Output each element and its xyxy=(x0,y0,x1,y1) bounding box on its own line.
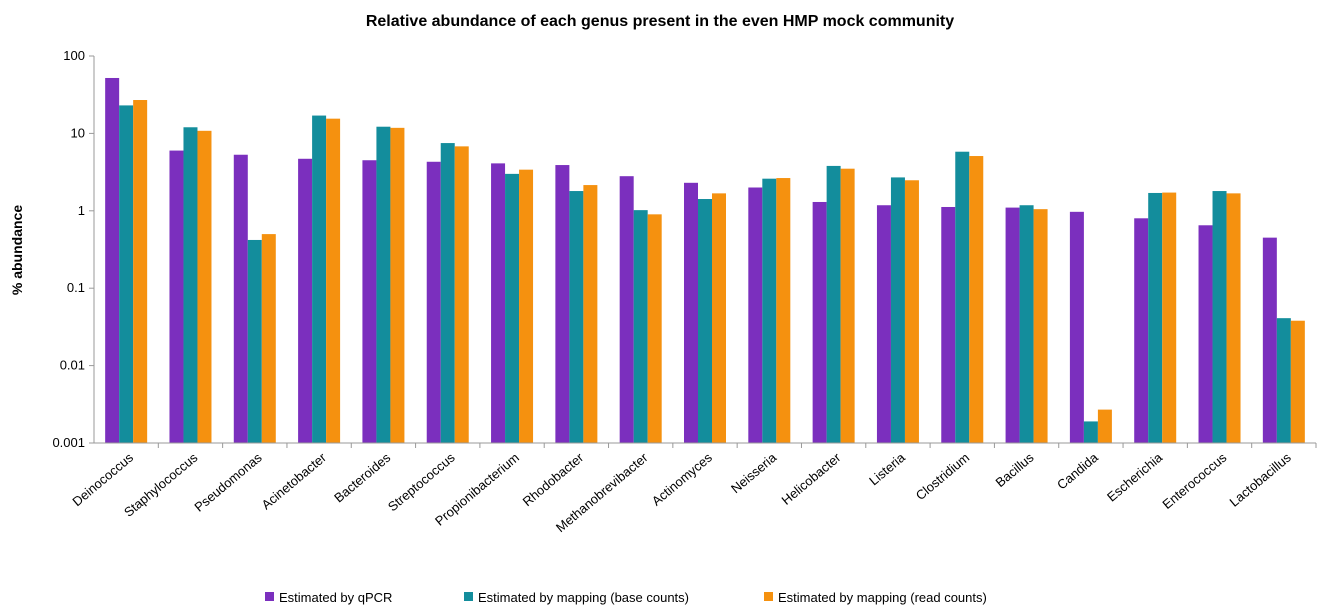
x-axis-labels: DeinococcusStaphylococcusPseudomonasAcin… xyxy=(69,443,1317,535)
bar-staphylococcus-series-3 xyxy=(197,130,212,444)
x-tick-label: Enterococcus xyxy=(1159,449,1229,511)
x-tick-label: Actinomyces xyxy=(649,449,715,508)
x-tick-label: Listeria xyxy=(866,449,908,488)
x-tick-label: Pseudomonas xyxy=(191,449,265,514)
y-axis-label: % abundance xyxy=(9,205,25,295)
bar-enterococcus-series-3 xyxy=(1226,193,1241,443)
bar-escherichia-series-2 xyxy=(1148,192,1163,443)
bar-streptococcus-series-1 xyxy=(426,161,441,444)
x-tick-label: Rhodobacter xyxy=(520,449,587,509)
bar-deinococcus-series-3 xyxy=(133,100,148,443)
bar-pseudomonas-series-1 xyxy=(233,154,248,444)
bar-streptococcus-series-2 xyxy=(440,143,455,443)
bar-clostridium-series-3 xyxy=(969,156,984,444)
bar-enterococcus-series-1 xyxy=(1198,225,1213,443)
bar-helicobacter-series-2 xyxy=(826,165,841,443)
bar-helicobacter-series-1 xyxy=(812,201,827,443)
bar-pseudomonas-series-2 xyxy=(247,239,262,443)
bar-rhodobacter-series-1 xyxy=(555,165,570,443)
bar-staphylococcus-series-2 xyxy=(183,127,198,444)
bar-actinomyces-series-2 xyxy=(698,199,712,443)
legend-label-3: Estimated by mapping (read counts) xyxy=(778,590,987,605)
legend-label-2: Estimated by mapping (base counts) xyxy=(478,590,689,605)
bar-methanobrevibacter-series-1 xyxy=(619,176,634,443)
x-tick-label: Lactobacillus xyxy=(1227,449,1295,509)
bar-actinomyces-series-3 xyxy=(712,193,726,443)
bar-neisseria-series-1 xyxy=(748,187,763,443)
bar-rhodobacter-series-3 xyxy=(583,185,598,443)
bar-actinomyces-series-1 xyxy=(684,182,698,444)
x-tick-label: Bacillus xyxy=(993,449,1037,490)
bar-streptococcus-series-3 xyxy=(454,146,469,443)
y-tick-label: 0.001 xyxy=(52,435,85,450)
bar-deinococcus-series-2 xyxy=(119,105,134,443)
y-tick-label: 1 xyxy=(78,203,85,218)
bar-candida-series-2 xyxy=(1083,421,1098,443)
bar-acinetobacter-series-3 xyxy=(326,118,341,443)
bar-propionibacterium-series-3 xyxy=(519,169,534,444)
bar-escherichia-series-1 xyxy=(1134,218,1149,443)
bar-bacteroides-series-2 xyxy=(376,126,391,443)
bar-acinetobacter-series-2 xyxy=(312,115,327,443)
chart-title: Relative abundance of each genus present… xyxy=(366,13,954,30)
x-tick-label: Candida xyxy=(1054,449,1101,492)
bar-lactobacillus-series-3 xyxy=(1290,320,1305,443)
x-tick-label: Escherichia xyxy=(1104,449,1166,504)
bar-bacillus-series-3 xyxy=(1033,209,1048,443)
bars-group xyxy=(105,77,1305,444)
bar-candida-series-1 xyxy=(1069,211,1084,443)
legend: Estimated by qPCR Estimated by mapping (b… xyxy=(265,590,987,605)
bar-bacteroides-series-1 xyxy=(362,160,377,444)
bar-helicobacter-series-3 xyxy=(840,168,855,443)
bar-clostridium-series-1 xyxy=(941,206,956,443)
bar-rhodobacter-series-2 xyxy=(569,191,584,443)
bar-listeria-series-3 xyxy=(904,180,919,443)
legend-swatch-3 xyxy=(764,592,773,601)
bar-pseudomonas-series-3 xyxy=(261,234,276,443)
x-tick-label: Neisseria xyxy=(728,449,780,496)
x-tick-label: Acinetobacter xyxy=(258,449,329,512)
bar-acinetobacter-series-1 xyxy=(298,158,313,443)
bar-bacillus-series-1 xyxy=(1005,207,1020,443)
legend-swatch-1 xyxy=(265,592,274,601)
x-tick-label: Bacteroides xyxy=(331,449,394,505)
y-tick-label: 0.1 xyxy=(67,280,85,295)
y-tick-label: 10 xyxy=(71,125,85,140)
bar-propionibacterium-series-2 xyxy=(505,173,520,443)
bar-bacillus-series-2 xyxy=(1019,205,1034,443)
legend-label-1: Estimated by qPCR xyxy=(279,590,392,605)
legend-swatch-2 xyxy=(464,592,473,601)
bar-clostridium-series-2 xyxy=(955,151,970,443)
x-tick-label: Deinococcus xyxy=(69,449,136,509)
bar-candida-series-3 xyxy=(1097,409,1112,443)
bar-lactobacillus-series-2 xyxy=(1276,318,1291,443)
bar-lactobacillus-series-1 xyxy=(1262,237,1277,443)
bar-deinococcus-series-1 xyxy=(105,77,120,444)
x-tick-label: Clostridium xyxy=(913,450,972,503)
y-axis-ticks: 0.001 0.01 0.1 1 10 100 xyxy=(52,48,94,450)
bar-methanobrevibacter-series-2 xyxy=(633,210,648,443)
x-tick-label: Helicobacter xyxy=(779,449,845,507)
bar-enterococcus-series-2 xyxy=(1212,191,1227,443)
bar-escherichia-series-3 xyxy=(1162,192,1177,443)
y-tick-label: 0.01 xyxy=(60,358,85,373)
bar-methanobrevibacter-series-3 xyxy=(647,214,662,443)
bar-listeria-series-1 xyxy=(876,205,891,443)
bar-staphylococcus-series-1 xyxy=(169,150,184,443)
bar-neisseria-series-3 xyxy=(776,178,791,443)
bar-bacteroides-series-3 xyxy=(390,127,405,443)
bar-listeria-series-2 xyxy=(890,177,905,443)
bar-neisseria-series-2 xyxy=(762,178,777,443)
y-tick-label: 100 xyxy=(63,48,85,63)
bar-propionibacterium-series-1 xyxy=(491,163,506,443)
